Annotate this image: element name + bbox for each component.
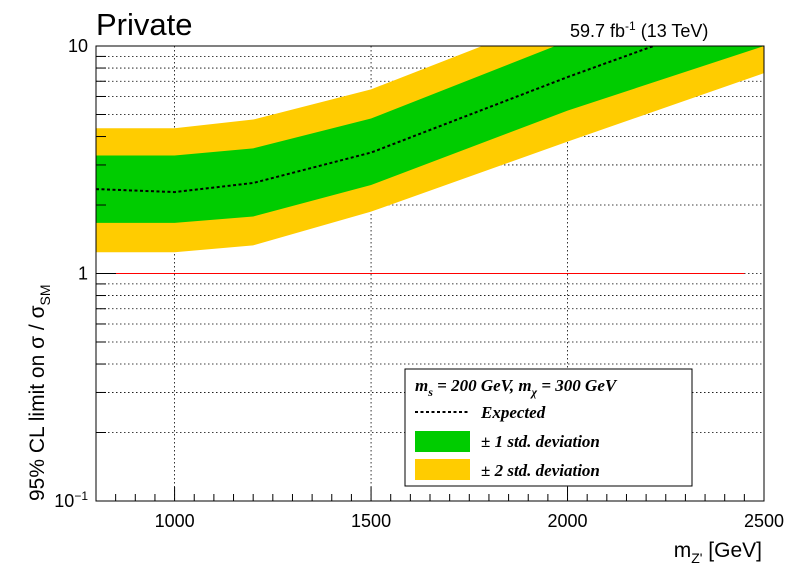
x-tick-label: 1000 (155, 511, 195, 531)
legend-header: ms = 200 GeV, mχ = 300 GeV (415, 376, 618, 399)
x-tick-label: 2500 (744, 511, 784, 531)
legend-2sigma-swatch (415, 459, 470, 480)
legend-2sigma-label: ± 2 std. deviation (481, 461, 600, 480)
y-tick-labels: 10−1 1 10 (54, 36, 88, 511)
legend-1sigma-label: ± 1 std. deviation (481, 432, 600, 451)
x-tick-label: 1500 (351, 511, 391, 531)
x-tick-labels: 1000 1500 2000 2500 (155, 511, 784, 531)
experiment-label: Private (96, 7, 192, 42)
x-axis-title: mZ' [GeV] (674, 539, 762, 566)
y-tick-label: 1 (78, 264, 88, 284)
y-axis-title: 95% CL limit on σ / σSM (26, 284, 53, 501)
plot-frame (95, 45, 765, 502)
bands-layer (96, 46, 764, 274)
lumi-label: 59.7 fb-1 (13 TeV) (570, 19, 708, 41)
legend-1sigma-swatch (415, 431, 470, 452)
legend: ms = 200 GeV, mχ = 300 GeV Expected ± 1 … (404, 368, 693, 487)
axis-ticks (96, 55, 765, 502)
legend-expected-label: Expected (480, 403, 546, 422)
band-1sigma (96, 46, 764, 223)
y-tick-label: 10−1 (54, 489, 88, 511)
expected-limit-line (96, 46, 657, 194)
x-tick-label: 2000 (548, 511, 588, 531)
y-tick-label: 10 (68, 36, 88, 56)
